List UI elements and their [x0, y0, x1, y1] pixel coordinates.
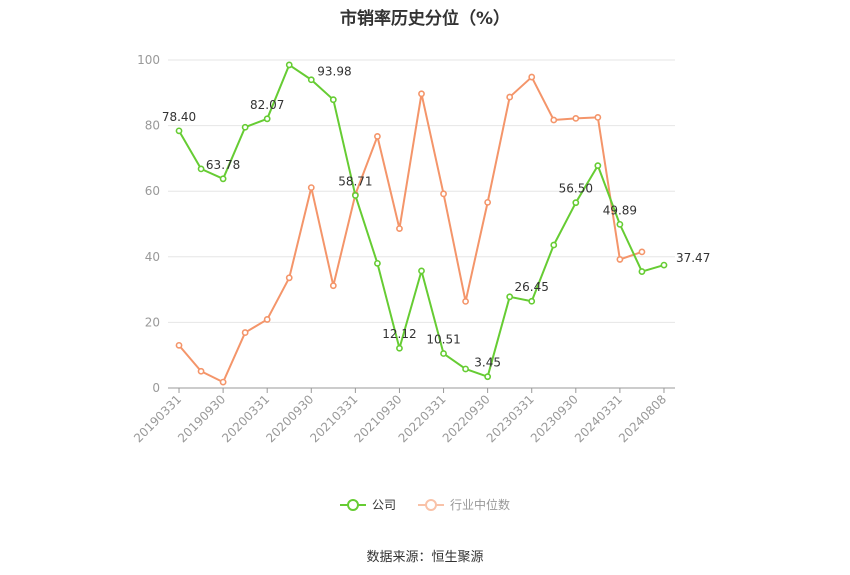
- data-point: [462, 365, 469, 373]
- data-point: [638, 268, 646, 275]
- data-point: [440, 190, 447, 198]
- data-label: 58.71: [338, 174, 372, 188]
- data-point: [506, 93, 514, 101]
- data-label: 37.47: [676, 251, 710, 265]
- data-point: [374, 133, 381, 140]
- data-label: 93.98: [317, 65, 351, 79]
- data-label: 26.45: [515, 280, 549, 294]
- series-layer: [175, 61, 668, 386]
- data-label: 3.45: [474, 356, 501, 370]
- data-label: 12.12: [382, 327, 416, 341]
- data-point: [307, 184, 315, 191]
- data-point: [572, 199, 580, 207]
- y-tick-label: 60: [145, 184, 160, 198]
- data-point: [219, 175, 227, 183]
- legend: 公司 行业中位数: [0, 496, 850, 513]
- data-point: [175, 341, 183, 349]
- data-point: [396, 225, 403, 232]
- grid-layer: [168, 59, 675, 323]
- data-label: 10.51: [426, 333, 460, 347]
- data-point: [462, 298, 469, 305]
- y-tick-label: 20: [145, 315, 160, 329]
- legend-industry-label: 行业中位数: [450, 498, 511, 512]
- data-point: [263, 115, 271, 123]
- data-point: [550, 241, 558, 249]
- data-point: [594, 114, 602, 121]
- y-tick-label: 100: [137, 53, 160, 67]
- data-source: 数据来源：恒生聚源: [366, 550, 484, 565]
- data-point: [197, 367, 205, 375]
- y-tick-label: 0: [152, 381, 160, 395]
- data-point: [175, 127, 183, 135]
- legend-company-label: 公司: [371, 498, 396, 512]
- data-label: 49.89: [603, 203, 637, 217]
- series-line-industry: [178, 76, 643, 384]
- data-point: [572, 114, 580, 122]
- data-point: [616, 220, 624, 228]
- data-point: [440, 350, 447, 357]
- data-point: [528, 297, 536, 305]
- data-point: [307, 76, 315, 84]
- legend-company-symbol: [339, 498, 366, 512]
- data-label: 78.40: [162, 110, 196, 124]
- chart-title: 市销率历史分位（%）: [339, 9, 511, 29]
- legend-industry-symbol: [418, 498, 444, 512]
- data-label: 82.07: [250, 98, 284, 112]
- data-point: [660, 261, 668, 269]
- legend-item-industry[interactable]: 行业中位数: [418, 496, 510, 513]
- data-point: [594, 162, 602, 170]
- data-point: [396, 344, 403, 352]
- data-label: 63.78: [206, 158, 240, 172]
- data-point: [197, 165, 205, 173]
- axis-layer: 0204060801002019033120190930202003312020…: [131, 53, 675, 445]
- data-point: [484, 198, 492, 206]
- y-tick-label: 80: [145, 119, 160, 133]
- data-point: [241, 329, 249, 336]
- data-point: [528, 73, 536, 81]
- data-point: [241, 123, 249, 131]
- data-point: [506, 293, 514, 301]
- data-point: [616, 256, 624, 263]
- legend-item-company[interactable]: 公司: [339, 496, 396, 513]
- data-label: 56.50: [559, 182, 593, 196]
- data-label-layer: 78.40 63.78 82.07 93.98 58.71 12.12 10.51 3.45 2…: [162, 65, 710, 370]
- data-point: [285, 61, 293, 69]
- data-point: [374, 259, 381, 267]
- x-tick-label: 20240808: [616, 392, 669, 445]
- data-point: [418, 90, 425, 98]
- data-point: [638, 248, 646, 256]
- data-point: [550, 116, 558, 124]
- data-point: [219, 378, 227, 386]
- data-point: [418, 267, 425, 275]
- data-point: [329, 96, 337, 104]
- data-point: [484, 373, 492, 381]
- data-point: [263, 316, 271, 323]
- data-point: [285, 274, 293, 282]
- y-tick-label: 40: [145, 250, 160, 264]
- data-point: [329, 282, 337, 290]
- data-point: [351, 192, 359, 199]
